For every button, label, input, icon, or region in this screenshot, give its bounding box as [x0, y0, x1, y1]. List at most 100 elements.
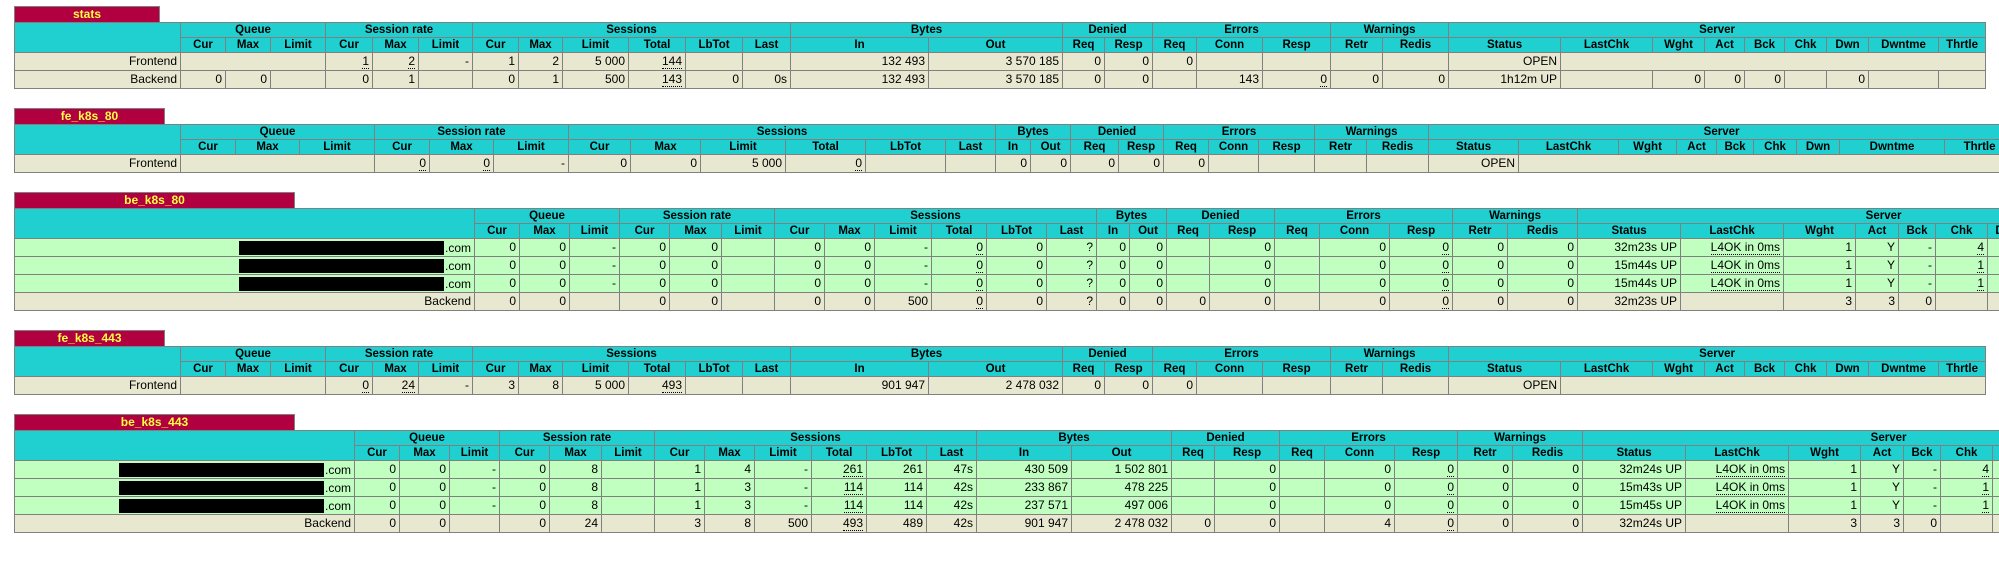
- col-header-bck: Bck: [1744, 361, 1786, 377]
- tooltip-value: 114: [843, 498, 864, 513]
- cell-warn-retr: [1314, 154, 1368, 173]
- cell-sess-limit: 500: [754, 514, 813, 533]
- proxy-title-link[interactable]: fe_k8s_80: [14, 108, 165, 124]
- cell-rate-limit: [601, 514, 656, 533]
- cell-bytes-out: 2 478 032: [928, 376, 1064, 395]
- cell-sess-last: 0s: [742, 70, 792, 89]
- col-header-err-conn: Conn: [1324, 445, 1396, 461]
- col-header-act: Act: [1855, 223, 1900, 239]
- cell-bytes-in: 0: [1096, 256, 1131, 275]
- haproxy-stats-page: stats Queue Session rate Sessions Bytes Denie…: [14, 6, 1999, 533]
- cell-err-resp: [1262, 52, 1332, 71]
- cell-denied-resp: 0: [1209, 238, 1276, 257]
- cell-status: 15m44s UP: [1577, 274, 1682, 293]
- cell-denied-req: [1171, 496, 1216, 515]
- cell-sess-total: 261: [811, 460, 868, 479]
- cell-chk: [1935, 292, 1989, 311]
- proxy-title-link[interactable]: be_k8s_80: [14, 192, 295, 208]
- cell-rate-cur: 0: [619, 256, 671, 275]
- cell-warn-retr: 0: [1452, 238, 1509, 257]
- group-header-queue: Queue: [179, 22, 327, 38]
- proxy-title-link[interactable]: fe_k8s_443: [14, 330, 165, 346]
- group-header-session-rate: Session rate: [325, 346, 474, 362]
- table-row-server: .com 0 0-0 0 0 0-0 0? 0 0 0 0 0 0 0 15m44s UP L4OK in 0…: [14, 274, 1999, 293]
- cell-wght: 3: [1783, 292, 1857, 311]
- cell-chk: 1: [1940, 478, 1994, 497]
- col-header-name: [14, 22, 181, 53]
- cell-warn-redis: 0: [1507, 274, 1579, 293]
- row-name: Backend: [14, 514, 355, 533]
- cell-sess-total: 0: [931, 292, 988, 311]
- group-header-errors: Errors: [1274, 208, 1454, 224]
- table-row-frontend: Frontend 0 24-3 8 5 000 493 901 947 2 478 032 0 0…: [14, 376, 1987, 395]
- cell-sess-max: 3: [704, 478, 756, 497]
- group-header-bytes: Bytes: [790, 22, 1064, 38]
- stats-table: Queue Session rate Sessions Bytes Denied Erro…: [14, 430, 1999, 533]
- cell-denied-resp: 0: [1209, 292, 1276, 311]
- cell-status: 32m23s UP: [1577, 292, 1682, 311]
- cell-dwn: 1: [1987, 256, 1999, 275]
- col-header-err-conn: Conn: [1196, 361, 1264, 377]
- proxy-title-link[interactable]: be_k8s_443: [14, 414, 295, 430]
- cell-rate-max: 0: [669, 274, 723, 293]
- table-row-frontend: Frontend 0 0-0 0 5 000 0 0 0 0 0 0 OPEN: [14, 154, 1999, 173]
- group-header-denied: Denied: [1070, 124, 1165, 140]
- table-row-server: .com 0 0-0 8 1 3-114 114 42s 233 867 478 225 0 0 0 0 0…: [14, 478, 1999, 497]
- proxy-title-link[interactable]: stats: [14, 6, 160, 22]
- col-header-sess-cur: Cur: [654, 445, 706, 461]
- col-header-dwn: Dwn: [1987, 223, 1999, 239]
- row-name: Frontend: [14, 52, 181, 71]
- tooltip-value: 0: [1447, 480, 1455, 495]
- cell-bytes-in: 0: [995, 154, 1032, 173]
- col-header-warn-retr: Retr: [1330, 361, 1384, 377]
- cell-sess-cur: 0: [472, 70, 520, 89]
- col-header-status: Status: [1448, 361, 1562, 377]
- col-header-rate-cur: Cur: [374, 139, 431, 155]
- tooltip-value: L4OK in 0ms: [1715, 480, 1786, 495]
- redaction-bar: [118, 480, 324, 495]
- col-header-rate-limit: Limit: [493, 139, 570, 155]
- cell-rate-limit: [601, 478, 656, 497]
- cell-rate-max: 0: [669, 256, 723, 275]
- col-header-dwn: Dwn: [1826, 361, 1870, 377]
- cell-act: 3: [1855, 292, 1900, 311]
- col-header-bck: Bck: [1744, 37, 1786, 53]
- cell-denied-resp: 0: [1118, 154, 1165, 173]
- col-header-err-req: Req: [1279, 445, 1326, 461]
- cell-dwn: 1: [1992, 478, 1999, 497]
- cell-sess-last: [945, 154, 997, 173]
- col-header-thrtle: Thrtle: [1944, 139, 1999, 155]
- group-header-warnings: Warnings: [1330, 22, 1450, 38]
- cell-lastchk: L4OK in 0ms: [1685, 460, 1790, 479]
- cell-rate-limit: -: [493, 154, 570, 173]
- cell-sess-total: 493: [811, 514, 868, 533]
- cell-warn-retr: [1330, 52, 1384, 71]
- col-header-denied-resp: Resp: [1104, 37, 1154, 53]
- cell-rate-cur: 0: [499, 478, 551, 497]
- col-header-sess-lbtot: LbTot: [865, 139, 947, 155]
- col-header-sess-total: Total: [628, 37, 687, 53]
- sub-header-row: Cur Max Limit Cur Max Limit Cur Max Limit Total Lb…: [15, 361, 1987, 377]
- cell-act: 0: [1704, 70, 1746, 89]
- cell-rate-limit: [721, 292, 776, 311]
- sub-header-row: Cur Max Limit Cur Max Limit Cur Max Limit Total Lb…: [15, 139, 1999, 155]
- cell-wght: 1: [1788, 496, 1862, 515]
- group-header-server: Server: [1428, 124, 1999, 140]
- group-header-server: Server: [1577, 208, 1999, 224]
- col-header-queue-limit: Limit: [269, 37, 327, 53]
- table-row-backend: Backend 0 0 0 24 3 8 500 493 489 42s 901 947 2 478 0…: [14, 514, 1999, 533]
- cell-act: Y: [1855, 238, 1900, 257]
- cell-act: Y: [1860, 460, 1905, 479]
- cell-sess-max: 2: [518, 52, 564, 71]
- col-header-denied-resp: Resp: [1118, 139, 1165, 155]
- cell-err-conn: 0: [1319, 292, 1391, 311]
- cell-sess-lbtot: [865, 154, 947, 173]
- col-header-err-conn: Conn: [1196, 37, 1264, 53]
- cell-lastchk: [1560, 70, 1654, 89]
- col-header-rate-cur: Cur: [325, 37, 374, 53]
- col-header-chk: Chk: [1784, 361, 1828, 377]
- cell-rate-cur: 0: [325, 70, 374, 89]
- tooltip-value: 0: [976, 276, 984, 291]
- col-header-queue-cur: Cur: [180, 139, 236, 155]
- col-header-sess-last: Last: [945, 139, 997, 155]
